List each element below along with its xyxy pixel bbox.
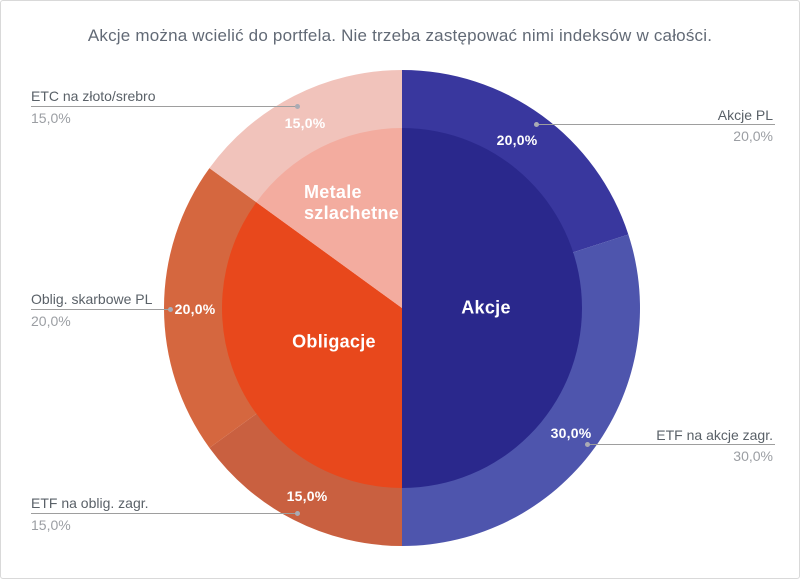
leader-line <box>31 513 297 514</box>
callout-label: Akcje PL <box>717 107 773 123</box>
callout-value: 15,0% <box>31 517 71 533</box>
outer-slice-value-etc-na-zloto-srebro: 15,0% <box>284 115 326 131</box>
chart-title: Akcje można wcielić do portfela. Nie trz… <box>87 26 713 45</box>
inner-slice-label-akcje: Akcje <box>461 297 511 318</box>
leader-line <box>31 106 297 107</box>
callout-value: 20,0% <box>31 313 71 329</box>
outer-slice-oblig-skarbowe-pl[interactable] <box>163 168 257 448</box>
callout-label: ETF na akcje zagr. <box>656 427 773 443</box>
outer-slice-value-etf-na-oblig-zagr: 15,0% <box>286 488 328 504</box>
outer-slice-etf-na-akcje-zagr[interactable] <box>402 234 640 546</box>
outer-slice-etc-na-zloto-srebro[interactable] <box>209 70 402 203</box>
leader-dot <box>168 307 173 312</box>
leader-dot <box>585 442 590 447</box>
inner-slice-obligacje[interactable] <box>222 202 402 488</box>
leader-dot <box>295 511 300 516</box>
outer-slice-value-oblig-skarbowe-pl: 20,0% <box>174 301 216 317</box>
outer-slice-value-akcje-pl: 20,0% <box>496 132 538 148</box>
leader-dot <box>534 122 539 127</box>
callout-value: 20,0% <box>733 128 773 144</box>
outer-slice-akcje-pl[interactable] <box>402 70 629 253</box>
callout-label: ETC na złoto/srebro <box>31 88 156 104</box>
inner-slice-label-obligacje: Obligacje <box>292 331 376 352</box>
callout-label: ETF na oblig. zagr. <box>31 495 149 511</box>
inner-slice-akcje[interactable] <box>402 128 582 488</box>
leader-dot <box>295 104 300 109</box>
leader-line <box>31 309 170 310</box>
outer-slice-value-etf-na-akcje-zagr: 30,0% <box>550 425 592 441</box>
inner-slice-metale-szlachetne[interactable] <box>256 128 402 308</box>
inner-slice-label-metale-szlachetne: Metale szlachetne <box>304 182 400 223</box>
callout-value: 30,0% <box>733 448 773 464</box>
leader-line <box>536 124 775 125</box>
callout-label: Oblig. skarbowe PL <box>31 291 153 307</box>
leader-line <box>587 444 775 445</box>
callout-value: 15,0% <box>31 110 71 126</box>
outer-slice-etf-na-oblig-zagr[interactable] <box>209 413 402 546</box>
